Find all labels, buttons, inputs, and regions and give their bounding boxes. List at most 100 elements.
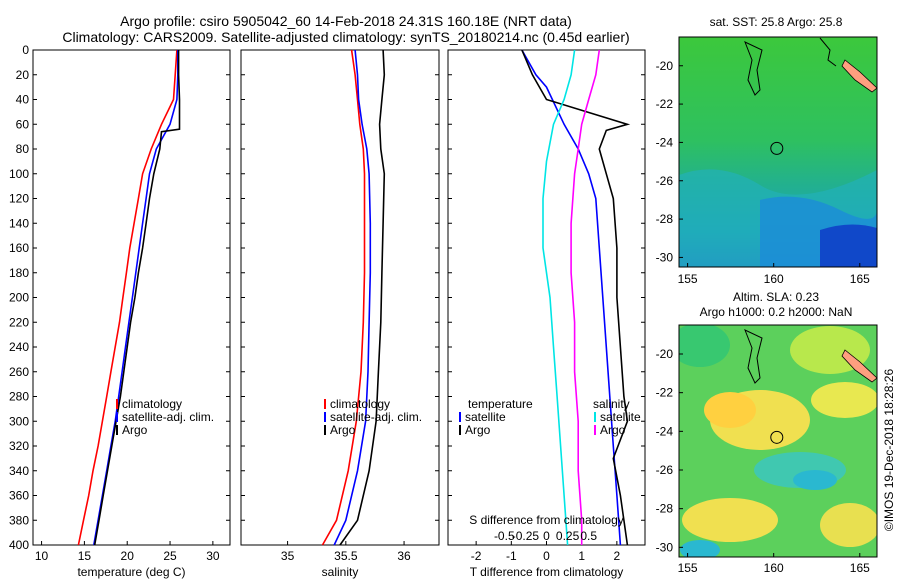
sst-land-new-caledonia (841, 59, 877, 93)
diff-secondary-tick-label: 0.25 (556, 529, 580, 543)
sst-argo-position-marker (770, 141, 784, 155)
sst-map-panel: sat. SST: 25.8 Argo: 25.8 155 160 165 -20 -2… (656, 15, 878, 286)
sla-map-panel: Altim. SLA: 0.23 Argo h1000: 0.2 h2000: … (656, 290, 878, 575)
sst-reef-contour (744, 41, 763, 96)
temperature-frame (32, 49, 231, 546)
salinity-legend-entry: Argo (330, 423, 356, 437)
sla-land-new-caledonia (841, 349, 877, 383)
sla-map-xtick-label: 155 (678, 561, 698, 575)
salinity-panel: 35 35.5 36 salinity climatologysatellite-adj… (240, 49, 440, 579)
salinity-series-argo (339, 49, 386, 546)
salinity-xtick-label: 36 (397, 549, 411, 563)
sla-blob-9 (820, 503, 877, 547)
sla-map-ytick-label: -22 (656, 386, 674, 400)
diff-secondary-tick-label: -0.5 (494, 529, 515, 543)
depth-tick-label: 60 (16, 117, 30, 131)
sla-blob-4 (704, 392, 756, 428)
difference-series-s-satellite (542, 49, 576, 546)
temperature-series-climatology (77, 49, 178, 546)
sst-map-xtick-label: 165 (850, 272, 870, 286)
diff-secondary-tick-label: 0 (543, 529, 550, 543)
sst-map-xtick-label: 155 (678, 272, 698, 286)
salinity-series-climatology (321, 49, 366, 546)
difference-xtick-label: -2 (471, 549, 482, 563)
diff-legend-salinity-header: salinity (593, 397, 630, 411)
sst-map-ytick-label: -26 (656, 174, 674, 188)
depth-tick-label: 240 (9, 340, 29, 354)
temperature-legend-entry: Argo (122, 423, 148, 437)
sst-map-xtick-label: 160 (764, 272, 784, 286)
salinity-series-satellite-adj-clim- (333, 49, 372, 546)
salinity-xtick-label: 35.5 (334, 549, 358, 563)
temperature-xaxis-label: temperature (deg C) (77, 565, 185, 579)
diff-secondary-tick-label: 0.5 (580, 529, 597, 543)
temperature-series-satellite-adj-clim- (93, 50, 179, 546)
diff-legend-entry: satellite (600, 410, 641, 424)
difference-frame (447, 49, 646, 546)
sla-blob-1 (679, 325, 730, 367)
sla-map-ytick-label: -28 (656, 502, 674, 516)
depth-tick-label: 300 (9, 414, 29, 428)
sla-map-ytick-label: -20 (656, 347, 674, 361)
sla-map-ytick-label: -30 (656, 540, 674, 554)
difference-xtick-label: -1 (506, 549, 517, 563)
difference-series-s-argo (570, 49, 601, 545)
salinity-xaxis-label: salinity (322, 565, 359, 579)
salinity-frame (240, 49, 440, 546)
depth-tick-label: 160 (9, 241, 29, 255)
copyright-credit: ©IMOS 19-Dec-2018 18:28:26 (882, 369, 896, 532)
temperature-xtick-label: 15 (78, 549, 92, 563)
diff-legend-entry: Argo (465, 423, 491, 437)
diff-secondary-axis-label: S difference from climatology (469, 513, 624, 527)
temperature-legend-entry: satellite-adj. clim. (122, 410, 214, 424)
sla-map-xtick-label: 160 (764, 561, 784, 575)
depth-tick-label: 140 (9, 216, 29, 230)
depth-tick-label: 0 (22, 43, 29, 57)
depth-tick-label: 180 (9, 266, 29, 280)
depth-tick-label: 100 (9, 167, 29, 181)
diff-legend-entry: satellite (465, 410, 506, 424)
sst-bathy-contour (819, 37, 837, 67)
sla-map-title: Altim. SLA: 0.23 (733, 290, 819, 304)
salinity-legend-entry: climatology (330, 397, 390, 411)
figure-title-line2: Climatology: CARS2009. Satellite-adjuste… (62, 29, 629, 45)
difference-xtick-label: 1 (578, 549, 585, 563)
sla-blob-8 (682, 498, 778, 542)
sst-map-ytick-label: -28 (656, 212, 674, 226)
depth-tick-label: 380 (9, 513, 29, 527)
depth-tick-label: 260 (9, 365, 29, 379)
depth-tick-label: 320 (9, 439, 29, 453)
difference-series-t-argo (521, 49, 631, 546)
depth-tick-label: 400 (9, 538, 29, 552)
temperature-xtick-label: 25 (163, 549, 177, 563)
depth-tick-label: 40 (16, 93, 30, 107)
difference-xtick-label: 2 (614, 549, 621, 563)
sla-blob-7 (793, 470, 837, 490)
sst-map-ytick-label: -22 (656, 97, 674, 111)
depth-tick-label: 280 (9, 390, 29, 404)
diff-legend-entry: Argo (600, 423, 626, 437)
sst-coldest-region (820, 224, 877, 267)
sla-blob-5 (811, 382, 877, 418)
diff-legend-temperature-header: temperature (468, 397, 533, 411)
sst-map-title: sat. SST: 25.8 Argo: 25.8 (710, 15, 843, 29)
difference-series-t-satellite (521, 49, 622, 546)
figure-title-line1: Argo profile: csiro 5905042_60 14-Feb-20… (120, 13, 572, 29)
temperature-xtick-label: 20 (121, 549, 135, 563)
depth-tick-label: 220 (9, 315, 29, 329)
sla-reef-contour (744, 329, 763, 384)
sla-map-frame (678, 324, 878, 558)
depth-tick-label: 120 (9, 192, 29, 206)
sla-map-ytick-label: -26 (656, 463, 674, 477)
salinity-xtick-label: 35 (281, 549, 295, 563)
sst-map-ytick-label: -24 (656, 135, 674, 149)
sst-map-ytick-label: -30 (656, 250, 674, 264)
temperature-series-argo (93, 50, 181, 546)
difference-panel: -2 -1 0 1 2 T difference from climatology temp… (447, 49, 646, 579)
temperature-legend-entry: climatology (122, 397, 182, 411)
sst-map-frame (678, 36, 878, 268)
depth-tick-label: 200 (9, 291, 29, 305)
sla-map-ytick-label: -24 (656, 424, 674, 438)
sla-map-xtick-label: 165 (850, 561, 870, 575)
